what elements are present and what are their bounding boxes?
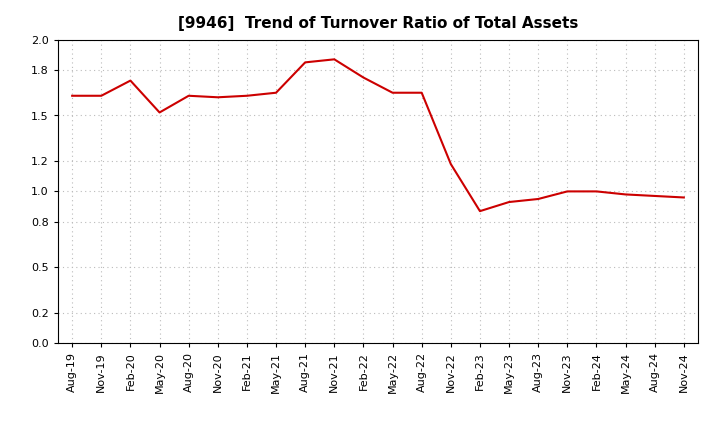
Title: [9946]  Trend of Turnover Ratio of Total Assets: [9946] Trend of Turnover Ratio of Total … [178, 16, 578, 32]
